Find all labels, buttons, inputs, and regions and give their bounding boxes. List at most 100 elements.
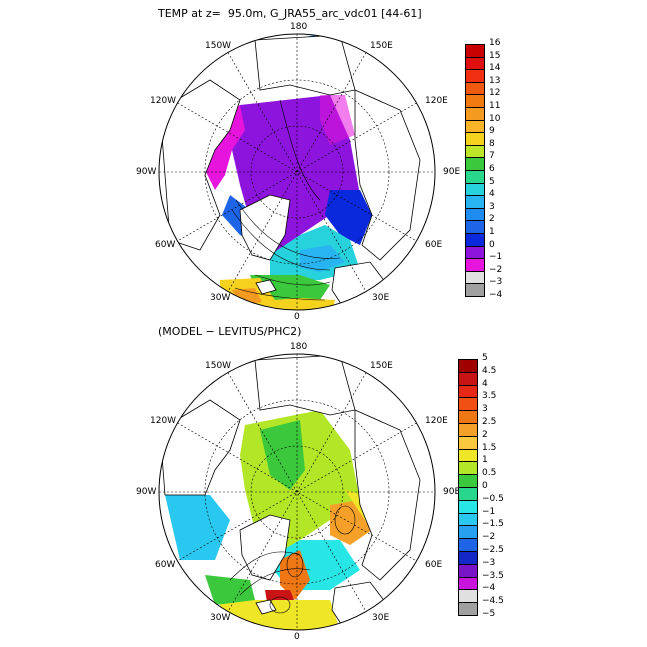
- top-colorbar-tick-label: 16: [489, 38, 501, 48]
- top-colorbar-swatch: [465, 94, 485, 108]
- bottom-colorbar-tick-label: 1.5: [482, 442, 497, 453]
- bottom-label-90w: 90W: [136, 487, 157, 497]
- top-panel-title: TEMP at z= 95.0m, G_JRA55_arc_vdc01 [44-…: [158, 7, 422, 20]
- bottom-colorbar-tick-label: 1: [482, 455, 488, 466]
- bottom-colorbar-tick-label: −5: [482, 609, 496, 619]
- top-colorbar-swatch: [465, 182, 485, 197]
- top-land-asia-top: [254, 34, 356, 96]
- top-land-north-america: [159, 79, 241, 251]
- bottom-colorbar-swatch: [458, 474, 478, 488]
- top-colorbar-tick-label: −3: [489, 277, 503, 288]
- bottom-colorbar-swatch: [458, 435, 478, 450]
- bottom-colorbar-tick-label: −3.5: [482, 570, 504, 581]
- top-colorbar-tick-label: 1: [489, 227, 495, 237]
- bottom-colorbar-swatch: [458, 359, 478, 373]
- bottom-label-120e: 120E: [425, 416, 448, 426]
- top-colorbar-tick-label: 9: [489, 126, 495, 137]
- bottom-label-60w: 60W: [155, 560, 176, 570]
- top-label-60w: 60W: [155, 240, 176, 250]
- top-colorbar-swatch: [465, 245, 485, 260]
- top-colorbar-swatch: [465, 157, 485, 171]
- bottom-colorbar-tick-label: −1: [482, 506, 496, 517]
- top-label-60e: 60E: [425, 240, 443, 250]
- bottom-field-orange: [280, 550, 310, 600]
- top-colorbar-swatch: [465, 170, 485, 184]
- bottom-colorbar-swatch: [458, 410, 478, 424]
- top-colorbar-tick-label: 13: [489, 75, 501, 86]
- bottom-colorbar-swatch: [458, 487, 478, 501]
- bottom-colorbar-tick-label: −3: [482, 557, 496, 568]
- top-colorbar-swatch: [465, 207, 485, 222]
- top-colorbar-swatch: [465, 233, 485, 247]
- top-colorbar-swatch: [465, 195, 485, 209]
- bottom-land-asia-top: [254, 354, 356, 416]
- bottom-colorbar-swatch: [458, 397, 478, 412]
- top-colorbar-swatch: [465, 56, 485, 71]
- top-colorbar-tick-label: 0: [489, 239, 495, 250]
- bottom-label-120w: 120W: [150, 416, 177, 426]
- bottom-colorbar-tick-label: 3.5: [482, 391, 497, 402]
- bottom-label-60e: 60E: [425, 560, 443, 570]
- bottom-label-30w: 30W: [210, 613, 231, 623]
- bottom-land-eurasia: [354, 409, 421, 581]
- bottom-label-0: 0: [294, 632, 300, 642]
- top-label-120e: 120E: [425, 96, 448, 106]
- top-colorbar-tick-label: 8: [489, 138, 495, 149]
- top-label-120w: 120W: [150, 96, 177, 106]
- top-label-180: 180: [290, 22, 308, 32]
- bottom-colorbar-swatch: [458, 525, 478, 540]
- top-colorbar-swatch: [465, 107, 485, 121]
- top-colorbar-tick-label: 15: [489, 50, 501, 61]
- bottom-colorbar-tick-label: −4.5: [482, 596, 504, 607]
- top-field-blue: [325, 190, 372, 245]
- bottom-label-180: 180: [290, 342, 308, 352]
- top-land-eurasia: [354, 89, 421, 261]
- top-field-magenta-2: [320, 95, 355, 145]
- bottom-colorbar-tick-label: −2: [482, 532, 496, 543]
- bottom-colorbar-swatch: [458, 512, 478, 527]
- top-colorbar-swatch: [465, 270, 485, 285]
- top-label-90w: 90W: [136, 167, 157, 177]
- bottom-colorbar-tick-label: 2: [482, 429, 488, 440]
- bottom-land-greenland: [239, 514, 291, 581]
- bottom-label-90e: 90E: [443, 487, 461, 497]
- top-label-90e: 90E: [443, 167, 461, 177]
- top-colorbar-tick-label: 6: [489, 164, 495, 174]
- top-colorbar-tick-label: −2: [489, 264, 503, 275]
- top-label-30e: 30E: [372, 293, 390, 303]
- top-colorbar-swatch: [465, 44, 485, 58]
- bottom-colorbar-tick-label: 5: [482, 353, 488, 363]
- bottom-colorbar-tick-label: −0.5: [482, 493, 504, 504]
- bottom-colorbar-swatch: [458, 576, 478, 591]
- bottom-panel-title: (MODEL − LEVITUS/PHC2): [158, 325, 302, 338]
- bottom-colorbar-swatch: [458, 499, 478, 514]
- bottom-colorbar-tick-label: −2.5: [482, 545, 504, 555]
- top-label-0: 0: [294, 312, 300, 322]
- bottom-colorbar-swatch: [458, 563, 478, 578]
- top-colorbar-tick-label: −1: [489, 252, 503, 263]
- bottom-colorbar-swatch: [458, 461, 478, 476]
- bottom-field-yellow: [220, 600, 340, 630]
- bottom-land-iceland: [255, 599, 277, 615]
- top-colorbar-tick-label: 5: [489, 176, 495, 187]
- top-colorbar-tick-label: 2: [489, 214, 495, 225]
- top-label-150e: 150E: [370, 41, 393, 51]
- bottom-colorbar-swatch: [458, 551, 478, 565]
- bottom-colorbar-tick-label: 0.5: [482, 468, 497, 479]
- bottom-label-150w: 150W: [205, 361, 232, 371]
- top-colorbar-swatch: [465, 81, 485, 96]
- top-colorbar-tick-label: −4: [489, 290, 503, 300]
- top-colorbar-tick-label: 14: [489, 63, 501, 74]
- top-colorbar-tick-label: 4: [489, 189, 495, 200]
- bottom-colorbar-swatch: [458, 448, 478, 463]
- bottom-colorbar-swatch: [458, 538, 478, 552]
- top-colorbar-tick-label: 12: [489, 88, 501, 99]
- bottom-colorbar-tick-label: 4.5: [482, 365, 497, 376]
- top-colorbar-tick-label: 10: [489, 113, 501, 124]
- bottom-colorbar-swatch: [458, 423, 478, 437]
- top-colorbar-swatch: [465, 258, 485, 272]
- bottom-field-green-south: [205, 575, 255, 605]
- top-colorbar-tick-label: 3: [489, 201, 495, 212]
- bottom-colorbar-tick-label: 3: [482, 404, 488, 415]
